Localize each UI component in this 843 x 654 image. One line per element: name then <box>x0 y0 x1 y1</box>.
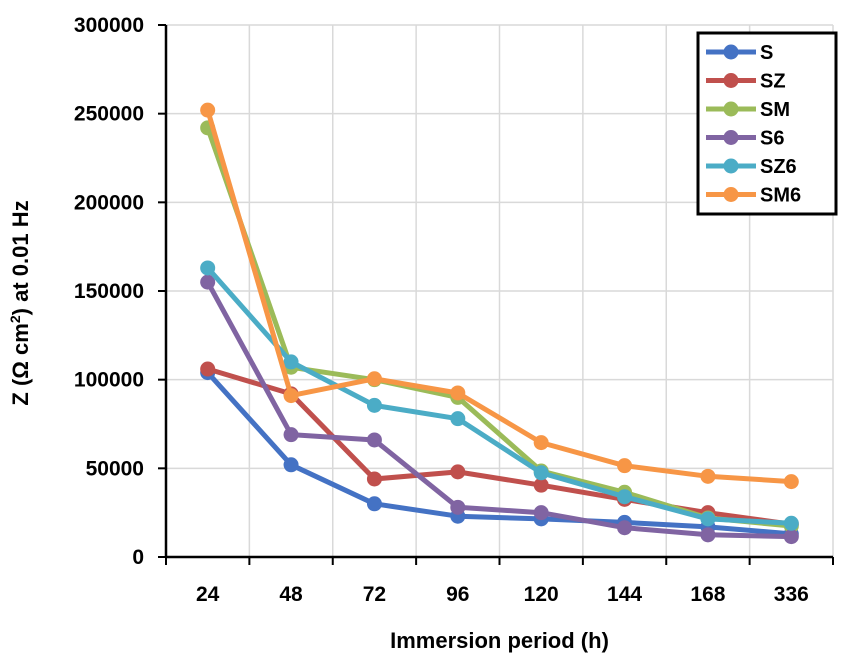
data-point <box>200 274 216 290</box>
x-tick-label: 96 <box>446 583 469 606</box>
data-point <box>617 458 633 474</box>
legend-item: SZ6 <box>706 156 797 178</box>
data-point <box>450 464 466 480</box>
legend-item: SM6 <box>706 185 801 207</box>
data-point <box>366 471 382 487</box>
series-sm6 <box>200 102 799 490</box>
data-point <box>366 496 382 512</box>
legend-swatch-marker <box>723 44 739 60</box>
x-tick-label: 48 <box>279 583 303 606</box>
y-tick-label: 200000 <box>74 191 144 214</box>
data-point <box>450 411 466 427</box>
series-lines <box>200 102 799 545</box>
data-point <box>617 520 633 536</box>
series-line <box>205 107 794 485</box>
legend-swatch-marker <box>723 101 739 117</box>
data-point <box>783 529 799 545</box>
data-point <box>533 477 549 493</box>
y-tick-label: 0 <box>132 546 144 569</box>
legend-box <box>696 31 838 216</box>
data-point <box>200 361 216 377</box>
data-point <box>450 499 466 515</box>
data-point <box>200 260 216 276</box>
data-point <box>533 465 549 481</box>
series-line <box>205 279 794 540</box>
y-title-part: ) at 0.01 Hz <box>8 200 33 315</box>
legend-label: SZ <box>760 71 786 93</box>
data-point <box>533 505 549 521</box>
data-point <box>783 474 799 490</box>
series-s6 <box>200 274 799 545</box>
legend-label: SM <box>760 99 790 121</box>
data-point <box>366 397 382 413</box>
legend-swatch-marker <box>723 73 739 88</box>
x-tick-label: 120 <box>524 583 559 606</box>
series-line <box>205 370 794 537</box>
x-tick-label: 144 <box>607 583 642 606</box>
y-tick-label: 250000 <box>74 103 144 126</box>
data-point <box>283 354 299 370</box>
x-tick-label: 24 <box>196 583 220 606</box>
data-point <box>283 427 299 443</box>
data-point <box>700 527 716 543</box>
legend-item: SZ <box>706 71 786 93</box>
data-point <box>283 388 299 404</box>
data-point <box>700 468 716 484</box>
legend-swatch-marker <box>723 158 739 174</box>
legend-label: S6 <box>760 128 784 150</box>
data-point <box>366 371 382 387</box>
legend-label: S <box>760 42 773 64</box>
y-tick-label: 300000 <box>74 14 144 37</box>
data-point <box>700 511 716 527</box>
gridlines <box>166 24 834 557</box>
legend-swatch-marker <box>723 130 739 145</box>
series-line <box>205 366 794 527</box>
legend-label: SZ6 <box>760 156 797 178</box>
legend-item: SM <box>706 99 790 121</box>
legend-item: S <box>706 42 773 64</box>
data-point <box>617 489 633 505</box>
x-tick-label: 168 <box>690 583 725 606</box>
y-tick-label: 100000 <box>74 369 144 392</box>
legend-item: S6 <box>706 128 784 150</box>
data-point <box>200 102 216 118</box>
legend-label: SM6 <box>760 185 801 207</box>
data-point <box>450 385 466 401</box>
data-point <box>783 515 799 531</box>
legend: S SZ SM S6 SZ6 SM6 <box>696 31 838 216</box>
legend-swatch-marker <box>723 187 739 202</box>
series-line <box>205 265 794 526</box>
x-axis-title: Immersion period (h) <box>390 628 609 653</box>
data-point <box>533 435 549 451</box>
axes <box>158 24 834 565</box>
data-point <box>283 457 299 473</box>
y-title-superscript: 2 <box>7 315 23 323</box>
y-title-part: Z (Ω cm <box>8 323 33 405</box>
data-point <box>366 432 382 448</box>
y-tick-label: 150000 <box>74 280 144 303</box>
y-axis-title: Z (Ω cm2) at 0.01 Hz <box>7 200 33 405</box>
x-tick-label: 72 <box>363 583 386 606</box>
series-sz6 <box>200 260 799 531</box>
y-tick-label: 50000 <box>86 457 144 480</box>
x-tick-label: 336 <box>774 583 809 606</box>
tick-labels: 0 50000 100000 150000 200000 250000 300000 24 48… <box>74 14 809 606</box>
